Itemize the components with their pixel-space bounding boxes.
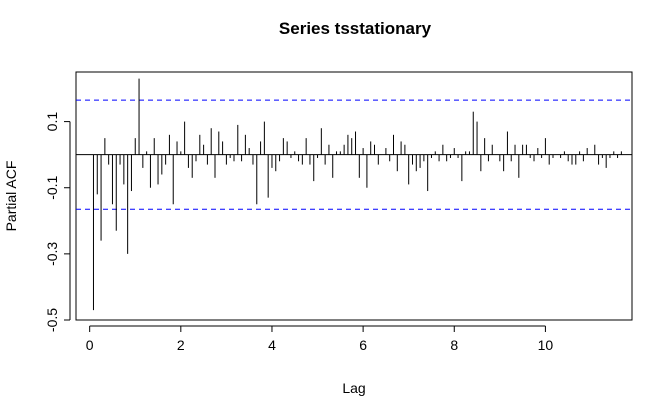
y-tick-label: -0.5 — [44, 308, 60, 332]
y-axis: -0.5 -0.3 -0.1 0.1 — [44, 112, 71, 332]
x-tick-label: 0 — [86, 337, 94, 353]
x-tick-label: 8 — [450, 337, 458, 353]
plot-frame — [75, 71, 633, 321]
x-tick-label: 6 — [359, 337, 367, 353]
y-tick-label: -0.1 — [44, 175, 60, 199]
y-axis-label: Partial ACF — [3, 161, 19, 232]
chart-title: Series tsstationary — [279, 19, 432, 38]
x-tick-label: 10 — [538, 337, 554, 353]
x-tick-label: 4 — [268, 337, 276, 353]
x-axis-label: Lag — [342, 380, 365, 396]
y-tick-label: 0.1 — [44, 112, 60, 132]
y-tick-label: -0.3 — [44, 242, 60, 266]
x-axis: 0 2 4 6 8 10 — [86, 325, 554, 353]
pacf-bars — [92, 78, 622, 311]
x-tick-label: 2 — [177, 337, 185, 353]
